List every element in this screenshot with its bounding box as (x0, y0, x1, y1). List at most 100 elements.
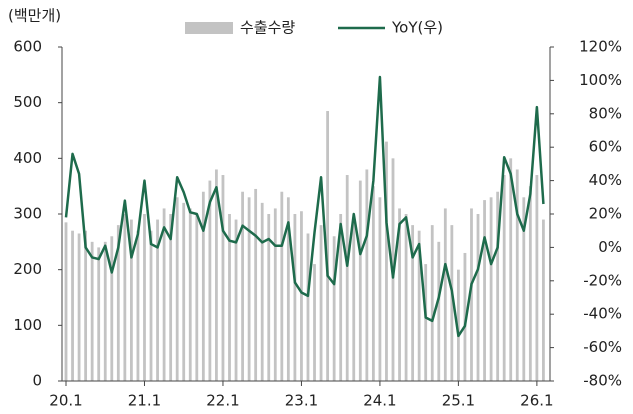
bar (201, 191, 205, 381)
bar (169, 214, 173, 381)
bar (103, 241, 107, 381)
y-tick-label: 400 (13, 149, 42, 167)
bar (411, 225, 415, 381)
bar (365, 169, 369, 381)
bar (130, 219, 133, 381)
legend-label: YoY(우) (391, 19, 443, 37)
bar (502, 175, 506, 381)
bar (319, 225, 323, 381)
bar (156, 219, 159, 381)
bar (143, 214, 146, 381)
bar (542, 219, 545, 381)
bar (332, 236, 336, 381)
bar (149, 230, 153, 381)
x-tick-label: 21.1 (128, 392, 161, 410)
bar (313, 264, 316, 381)
bar (241, 191, 244, 381)
bar (352, 219, 356, 381)
bar (515, 169, 519, 381)
bar (234, 219, 238, 381)
y-tick-label: 600 (13, 38, 42, 56)
y-tick-label: 100 (13, 316, 42, 334)
bar (286, 197, 290, 381)
bar (489, 197, 493, 381)
bar (424, 264, 428, 381)
bar (64, 222, 68, 381)
y2-tick-label: 100% (579, 71, 622, 89)
x-tick-label: 22.1 (206, 392, 239, 410)
bar (437, 241, 441, 381)
y2-tick-label: 60% (589, 138, 622, 156)
y-axis-label: (백만개) (8, 7, 61, 25)
x-tick-label: 25.1 (442, 392, 475, 410)
bar (254, 188, 258, 381)
bar (228, 214, 231, 381)
bar (509, 158, 513, 381)
y-tick-label: 500 (13, 93, 42, 111)
bar (97, 247, 101, 381)
bar (71, 230, 74, 381)
x-tick-label: 20.1 (49, 392, 82, 410)
bar (483, 200, 486, 381)
x-tick-label: 26.1 (520, 392, 553, 410)
bar (417, 230, 421, 381)
bar (267, 214, 271, 381)
bar (358, 180, 362, 381)
y-tick-label: 200 (13, 260, 42, 278)
y2-tick-label: -40% (583, 305, 622, 323)
bar (84, 230, 88, 381)
bar (378, 197, 382, 381)
bar (221, 175, 225, 381)
bar (273, 208, 277, 381)
bar (463, 252, 467, 381)
bar (110, 236, 114, 381)
bar (470, 208, 473, 381)
y2-tick-label: -60% (583, 338, 622, 356)
bar (116, 225, 120, 381)
bar (260, 202, 264, 381)
bar (90, 241, 94, 381)
x-tick-label: 23.1 (285, 392, 318, 410)
bar (175, 197, 179, 381)
bar (300, 211, 303, 381)
y-tick-label: 300 (13, 205, 42, 223)
bar (208, 180, 212, 381)
bar (476, 214, 480, 381)
bar (522, 197, 526, 381)
bar (182, 202, 186, 381)
bar (528, 186, 532, 381)
bar (215, 169, 218, 381)
bar (496, 191, 500, 381)
bar (430, 225, 434, 381)
bar (457, 269, 460, 381)
bar (371, 186, 375, 381)
legend-label: 수출수량 (240, 19, 295, 37)
bar (188, 208, 192, 381)
bar (293, 214, 297, 381)
bar (345, 175, 349, 381)
bar (247, 197, 251, 381)
bar (450, 225, 454, 381)
bar (136, 230, 140, 381)
bar (385, 141, 388, 381)
bar (339, 214, 343, 381)
bar (123, 214, 127, 381)
y2-tick-label: -20% (583, 271, 622, 289)
bar (306, 233, 310, 381)
y2-tick-label: 80% (589, 104, 622, 122)
line (64, 75, 545, 338)
legend-swatch (185, 22, 233, 34)
y2-tick-label: 0% (598, 238, 622, 256)
bar (280, 191, 284, 381)
bar (162, 208, 166, 381)
y2-tick-label: 20% (589, 205, 622, 223)
bar (195, 214, 199, 381)
y-tick-label: 0 (32, 372, 42, 390)
bar (398, 208, 401, 381)
y2-tick-label: 120% (579, 38, 622, 56)
x-tick-label: 24.1 (363, 392, 396, 410)
bar (443, 208, 447, 381)
bar (326, 111, 329, 382)
bar (404, 214, 408, 381)
